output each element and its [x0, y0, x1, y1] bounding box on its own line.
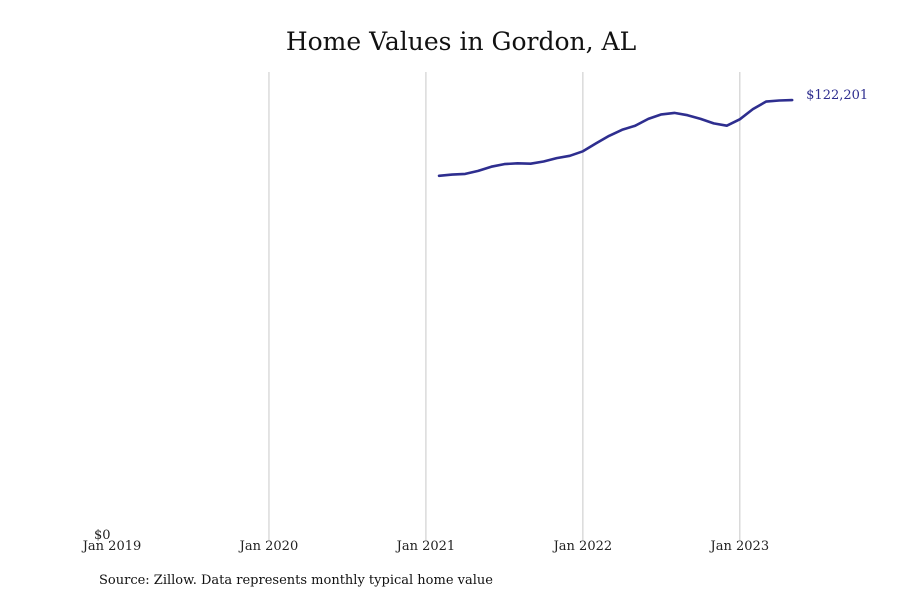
y-tick-label: $0 — [94, 528, 111, 543]
x-tick-label: Jan 2020 — [238, 539, 299, 554]
x-tick-label: Jan 2019 — [81, 539, 142, 554]
end-value-label: $122,201 — [806, 88, 868, 103]
x-tick-label: Jan 2022 — [552, 539, 613, 554]
gridlines — [268, 72, 741, 540]
series-layer: $122,201 — [437, 88, 868, 178]
x-tick-label: Jan 2023 — [709, 539, 770, 554]
chart-title: Home Values in Gordon, AL — [285, 27, 637, 56]
source-note: Source: Zillow. Data represents monthly … — [99, 573, 493, 588]
series-line — [437, 98, 794, 178]
x-tick-label: Jan 2021 — [395, 539, 456, 554]
axis-tick-labels: Jan 2019 Jan 2020 Jan 2021 Jan 2022 Jan 2023… — [81, 528, 769, 554]
